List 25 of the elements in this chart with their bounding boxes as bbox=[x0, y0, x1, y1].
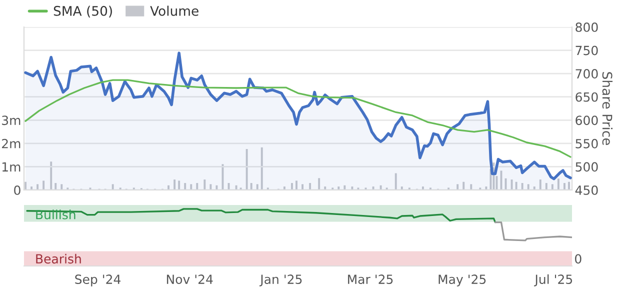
legend-label: Volume bbox=[150, 6, 198, 16]
y2-tick-label: 2m bbox=[2, 138, 20, 148]
y-tick-label: 800 bbox=[576, 22, 598, 32]
y2-tick-label: 1m bbox=[2, 162, 20, 172]
y2-tick-label: 0 bbox=[14, 185, 20, 195]
text: 0 bbox=[575, 254, 582, 264]
y-tick-label: 500 bbox=[576, 162, 598, 172]
y-tick-label: 700 bbox=[576, 69, 598, 78]
legend-label: SMA (50) bbox=[54, 6, 112, 18]
y-tick-label: 750 bbox=[576, 46, 598, 56]
band-label: Bearish bbox=[36, 254, 81, 264]
y-tick-label: 550 bbox=[576, 138, 598, 148]
y-tick-label: 450 bbox=[575, 185, 598, 195]
y-tick-label: 650 bbox=[576, 92, 598, 102]
x-tick-label: Jul '25 bbox=[534, 274, 572, 286]
x-tick-label: May '25 bbox=[438, 274, 486, 286]
y-axis-title: Share Price bbox=[602, 72, 613, 146]
x-tick-label: Sep '24 bbox=[75, 274, 121, 286]
band-label: Bullish bbox=[36, 210, 76, 220]
x-tick-label: Nov '24 bbox=[166, 274, 213, 284]
y2-tick-label: 3m bbox=[2, 116, 20, 126]
x-tick-label: Mar '25 bbox=[348, 274, 393, 284]
y-tick-label: 600 bbox=[576, 116, 598, 126]
x-tick-label: Jan '25 bbox=[260, 274, 302, 286]
line-series bbox=[24, 79, 572, 158]
